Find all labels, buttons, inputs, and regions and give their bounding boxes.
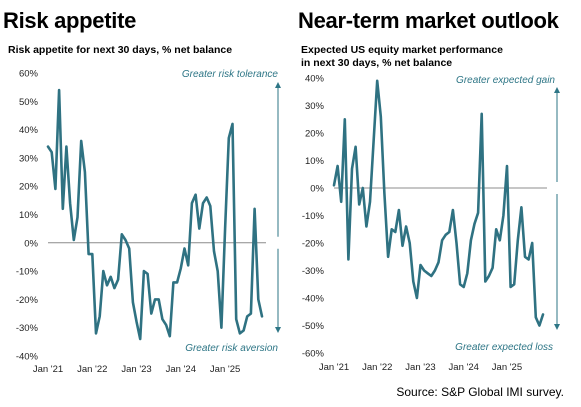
right-ytick-label: -20%	[302, 239, 325, 250]
left-xtick-label: Jan '25	[210, 364, 240, 375]
left-ytick-label: -20%	[16, 295, 39, 306]
left-ytick-label: 0%	[24, 238, 38, 249]
left-ytick-label: 60%	[19, 69, 39, 80]
source-note: Source: S&P Global IMI survey.	[396, 385, 564, 399]
right-chart-subtitle-line: Expected US equity market performance	[301, 44, 503, 56]
left-ytick-label: 30%	[19, 153, 39, 164]
left-ytick-label: -30%	[16, 323, 39, 334]
left-ytick-label: 40%	[19, 125, 39, 136]
right-ytick-label: -40%	[302, 294, 325, 305]
right-annotation-top: Greater expected gain	[456, 75, 555, 86]
right-chart-subtitle-line: in next 30 days, % net balance	[301, 57, 453, 69]
left-series-line	[46, 88, 264, 341]
left-xtick-label: Jan '22	[77, 364, 107, 375]
right-ytick-label: -50%	[302, 321, 325, 332]
left-xtick-label: Jan '21	[33, 364, 63, 375]
right-ytick-label: 0%	[310, 184, 324, 195]
right-xtick-label: Jan '24	[449, 362, 479, 373]
right-ytick-label: 20%	[305, 129, 325, 140]
left-xtick-label: Jan '24	[166, 364, 196, 375]
right-xtick-label: Jan '25	[492, 362, 522, 373]
right-xtick-label: Jan '23	[405, 362, 435, 373]
left-annotation-top: Greater risk tolerance	[182, 69, 279, 80]
right-ytick-label: 30%	[305, 101, 325, 112]
right-series-line	[332, 79, 545, 327]
left-ytick-label: 50%	[19, 97, 39, 108]
left-ytick-label: 20%	[19, 182, 39, 193]
right-xtick-label: Jan '21	[319, 362, 349, 373]
left-chart-subtitle: Risk appetite for next 30 days, % net ba…	[8, 44, 233, 56]
left-xtick-label: Jan '23	[121, 364, 151, 375]
left-annotation-bottom: Greater risk aversion	[185, 343, 278, 354]
left-ytick-label: -10%	[16, 267, 39, 278]
right-ytick-label: -60%	[302, 349, 325, 360]
right-annotation-bottom: Greater expected loss	[455, 342, 553, 353]
right-ytick-label: 10%	[305, 156, 325, 167]
right-ytick-label: -10%	[302, 211, 325, 222]
left-ytick-label: -40%	[16, 352, 39, 363]
right-chart-subtitle: Expected US equity market performance in …	[301, 44, 503, 70]
left-chart-title: Risk appetite	[3, 8, 137, 33]
right-xtick-label: Jan '22	[362, 362, 392, 373]
right-chart-title: Near-term market outlook	[298, 8, 559, 33]
right-ytick-label: -30%	[302, 266, 325, 277]
right-ytick-label: 40%	[305, 74, 325, 85]
left-ytick-label: 10%	[19, 210, 39, 221]
